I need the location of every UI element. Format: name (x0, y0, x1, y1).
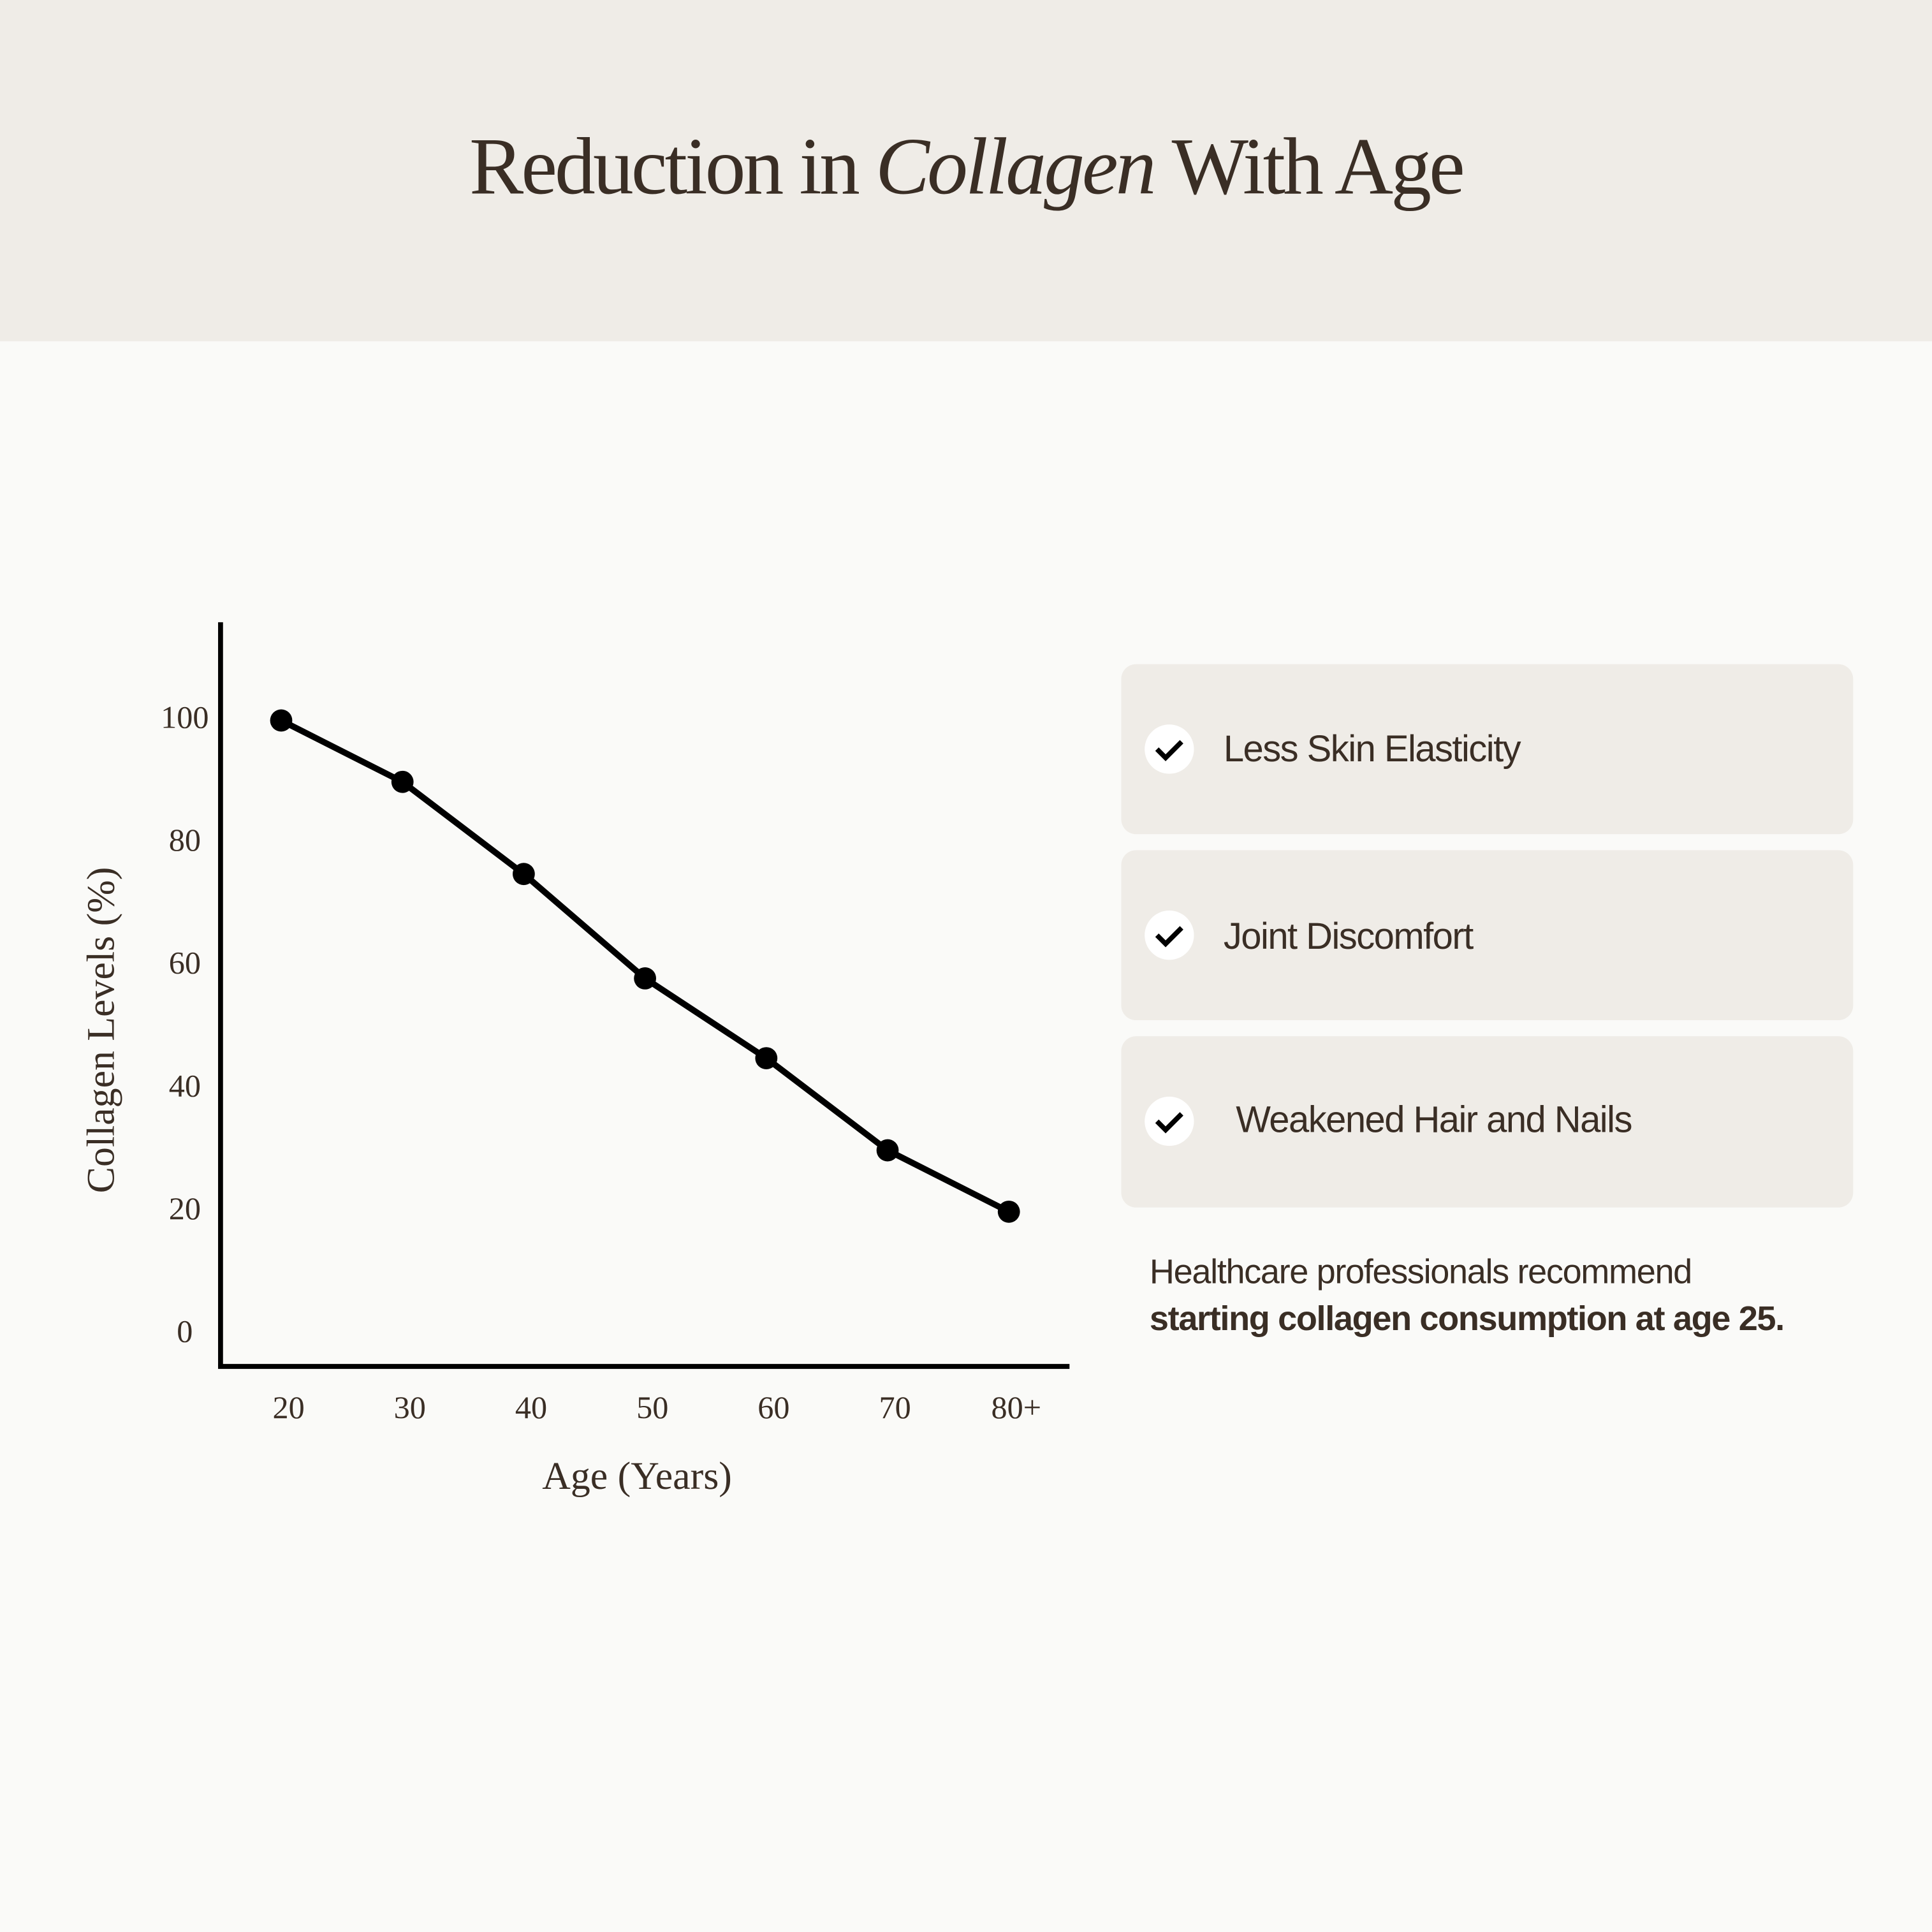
check-circle (1145, 1096, 1194, 1146)
check-icon (1155, 740, 1183, 761)
x-tick-label: 80+ (992, 1389, 1042, 1425)
checklist-item: Less Skin Elasticity (1224, 729, 1521, 770)
x-tick-label: 60 (757, 1389, 789, 1425)
x-axis-label: Age (Years) (542, 1454, 732, 1498)
note-line: starting collagen consumption at age 25. (1150, 1299, 1784, 1338)
title-part: Reduction in (469, 121, 859, 212)
y-tick-label: 80 (169, 822, 201, 858)
x-tick-label: 70 (879, 1389, 911, 1425)
x-tick-label: 30 (394, 1389, 426, 1425)
checklist-item: Joint Discomfort (1224, 916, 1474, 957)
check-icon (1155, 926, 1183, 948)
x-tick-label: 40 (515, 1389, 547, 1425)
point (270, 709, 293, 732)
point (755, 1047, 778, 1069)
checklist-item: Weakened Hair and Nails (1236, 1100, 1632, 1141)
y-tick-label: 100 (161, 699, 209, 735)
point (391, 770, 414, 793)
check-circle (1145, 911, 1194, 960)
title-part: Collagen (875, 121, 1154, 212)
y-tick-label: 40 (169, 1067, 201, 1103)
x-tick-label: 20 (272, 1389, 304, 1425)
point (876, 1139, 899, 1162)
point (997, 1200, 1020, 1223)
y-axis-label: Collagen Levels (%) (79, 867, 122, 1194)
note-line: Healthcare professionals recommend (1150, 1252, 1692, 1291)
checklist: Less Skin Elasticity Joint Discomfort We… (1121, 664, 1854, 1208)
y-tick-label: 20 (169, 1190, 201, 1226)
check-icon (1155, 1112, 1183, 1134)
title-part: With Age (1172, 121, 1463, 212)
y-tick-label: 0 (177, 1313, 193, 1349)
x-tick-label: 50 (636, 1389, 668, 1425)
card (1121, 664, 1854, 835)
check-circle (1145, 724, 1194, 774)
point (513, 863, 535, 886)
header (0, 0, 1932, 342)
card (1121, 850, 1854, 1021)
chart-title: Reduction in Collagen With Age (469, 121, 1463, 212)
y-tick-label: 60 (169, 945, 201, 981)
card (1121, 1036, 1854, 1208)
point (634, 967, 657, 990)
